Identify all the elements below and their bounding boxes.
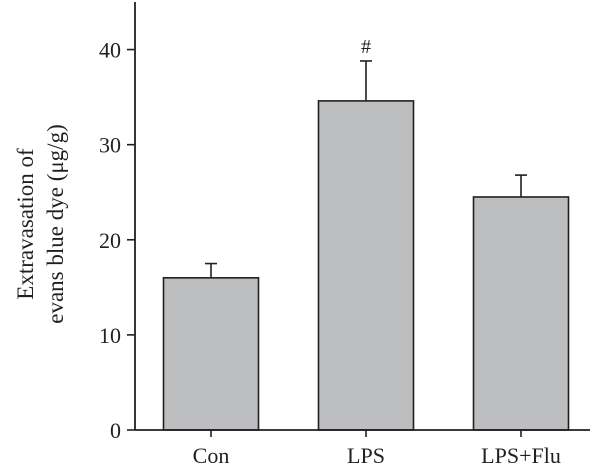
y-tick-label: 0	[110, 418, 121, 443]
x-tick-label: Con	[193, 443, 230, 468]
y-axis-label: Extravasation of evans blue dye (μg/g)	[13, 124, 68, 323]
y-axis-label-line-1: Extravasation of	[13, 148, 38, 300]
y-tick-label: 40	[99, 38, 121, 63]
y-tick-label: 20	[99, 228, 121, 253]
x-tick-label: LPS+Flu	[481, 443, 561, 468]
significance-marker: #	[361, 36, 371, 58]
x-tick-label: LPS	[347, 443, 385, 468]
plot-area: Con # LPS LPS+Flu 0 10 20 30 40	[99, 2, 590, 468]
bar-lps	[317, 100, 415, 431]
bar-con	[162, 277, 260, 431]
y-tick-label: 30	[99, 133, 121, 158]
y-tick-label: 10	[99, 323, 121, 348]
bar-lps-flu	[472, 196, 570, 431]
y-axis-label-line-2: evans blue dye (μg/g)	[43, 124, 68, 323]
